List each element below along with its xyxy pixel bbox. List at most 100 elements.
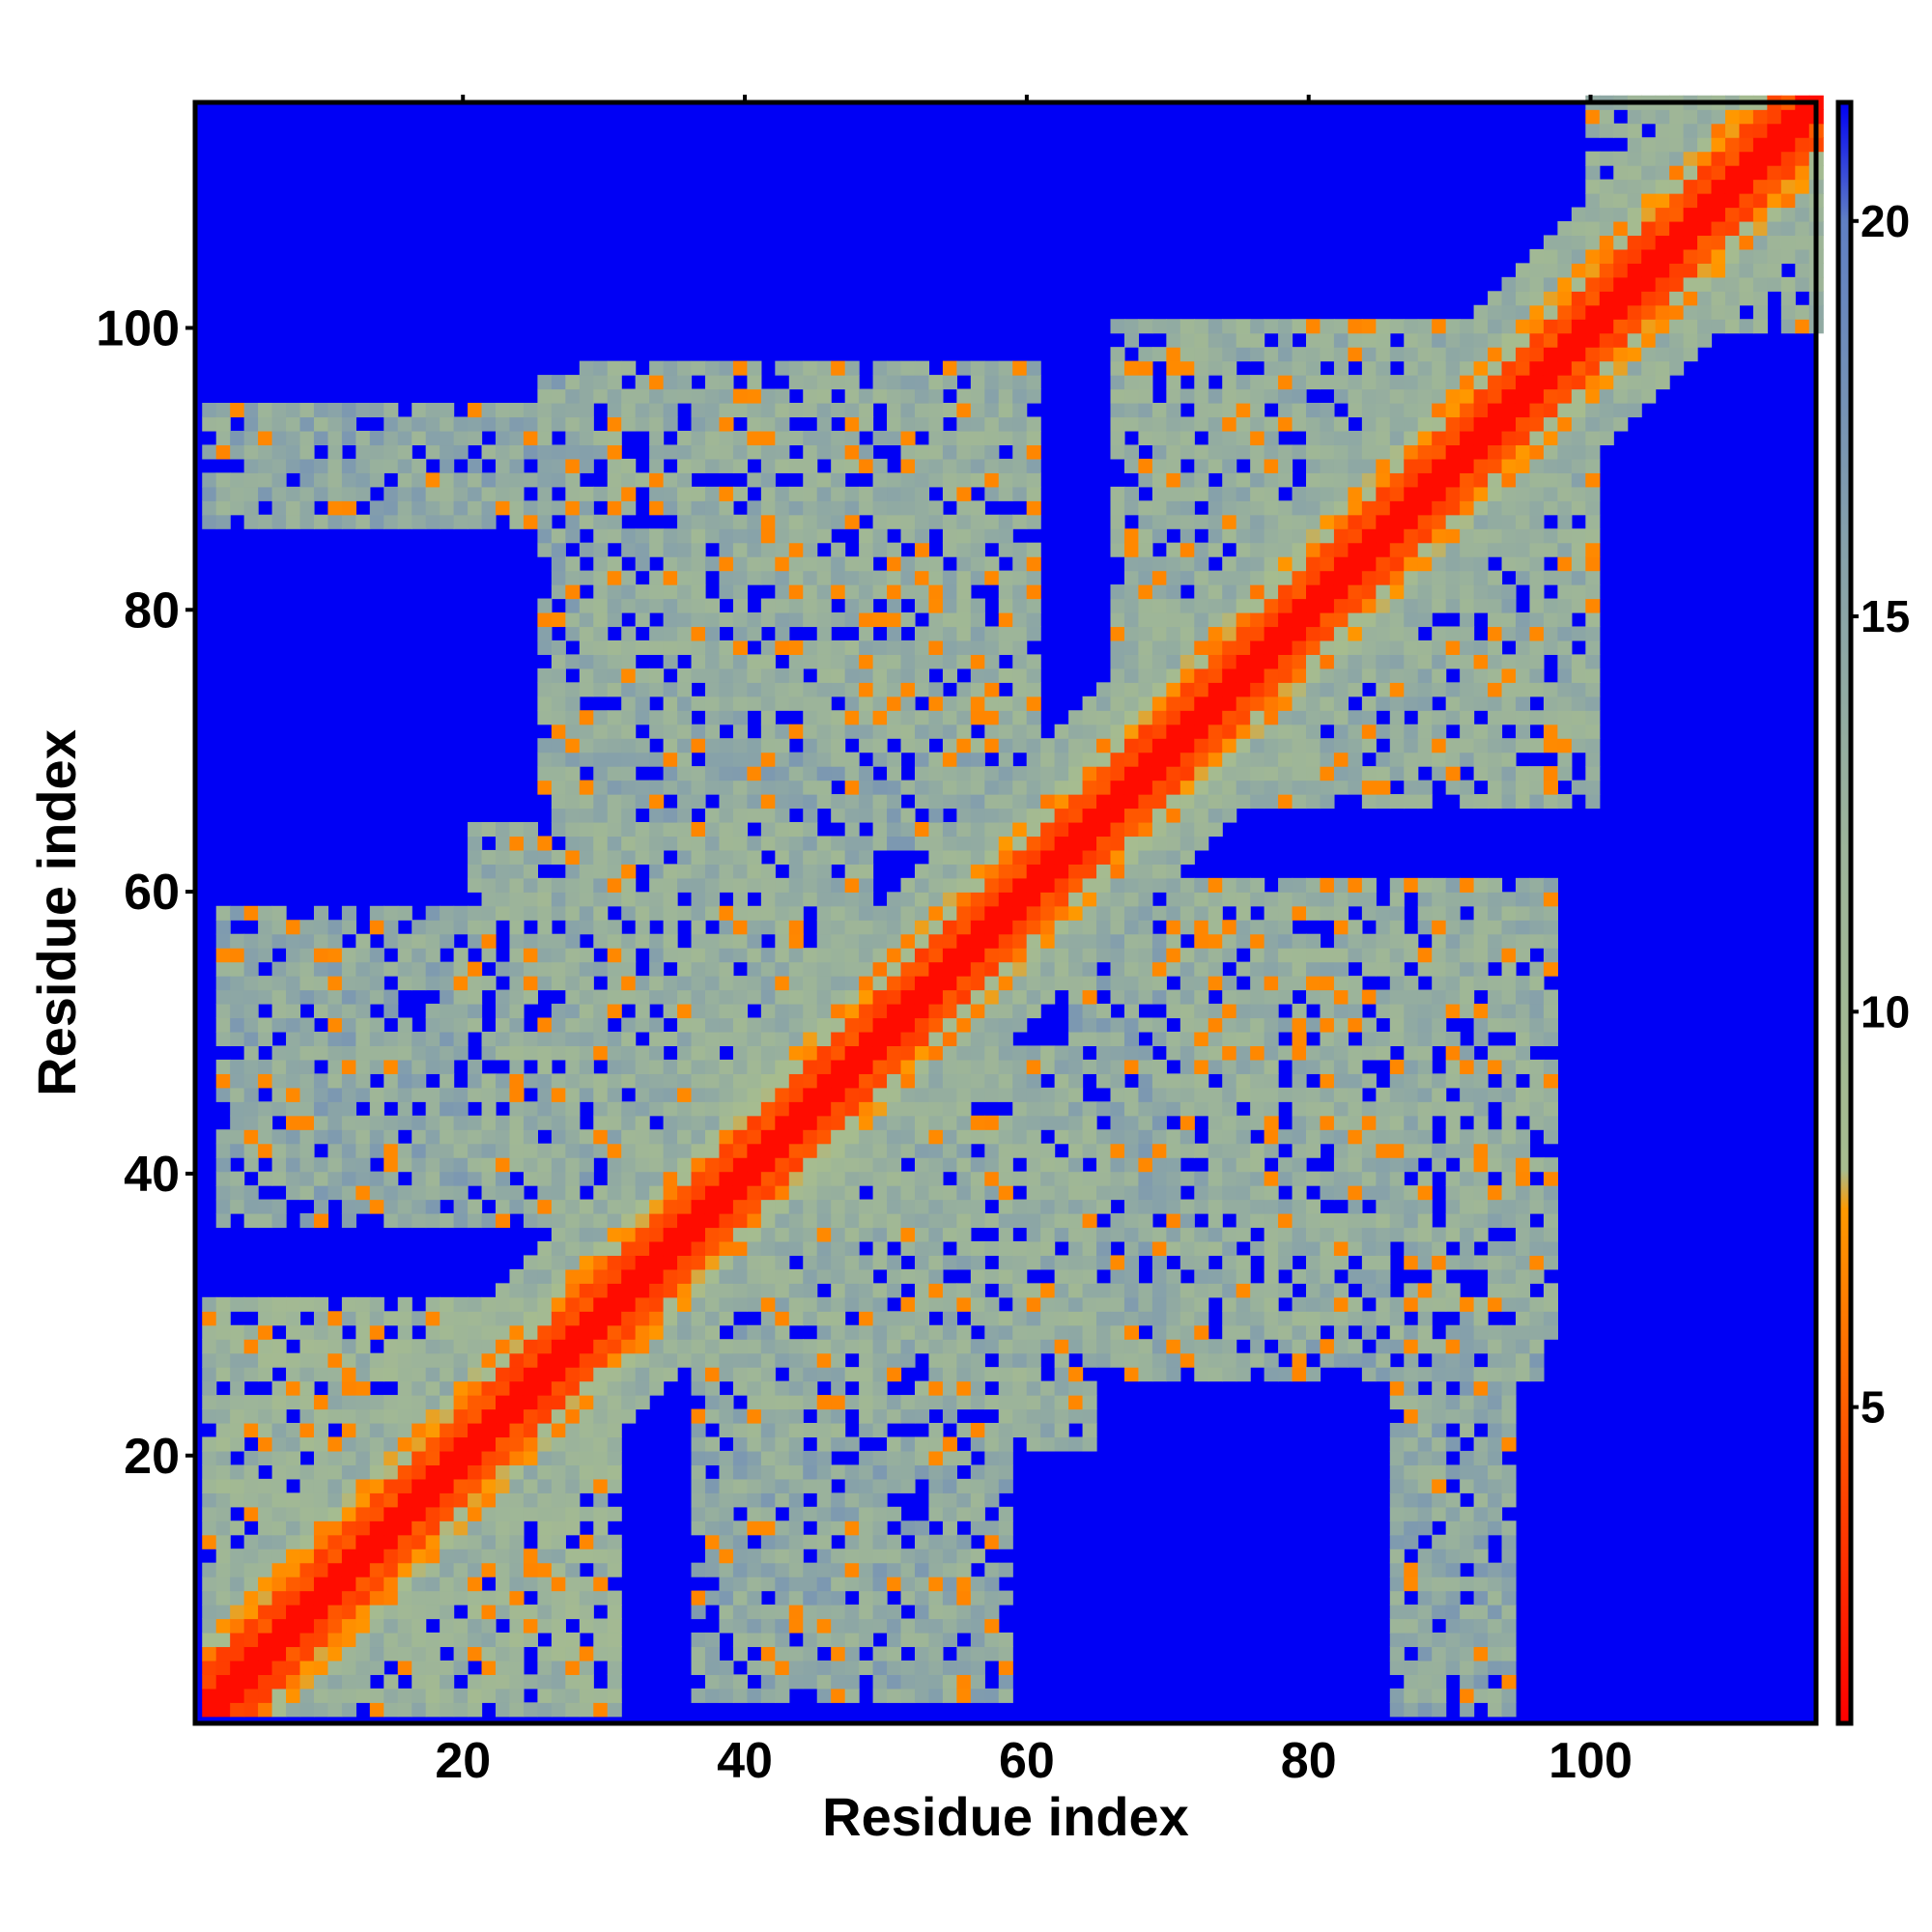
heatmap-cell <box>914 1380 930 1396</box>
heatmap-cell <box>593 1464 609 1480</box>
heatmap-cell <box>1110 766 1125 781</box>
heatmap-cell <box>816 668 832 683</box>
heatmap-cell <box>942 1059 957 1074</box>
heatmap-cell <box>928 514 944 529</box>
heatmap-cell <box>215 1492 231 1508</box>
heatmap-cell <box>663 920 678 935</box>
heatmap-cell <box>984 1605 1000 1620</box>
heatmap-cell <box>453 1562 469 1577</box>
heatmap-cell <box>215 1395 231 1410</box>
heatmap-cell <box>844 682 860 697</box>
heatmap-cell <box>942 1324 957 1340</box>
heatmap-cell <box>704 1632 721 1648</box>
heatmap-cell <box>872 738 888 753</box>
heatmap-cell <box>760 1255 776 1270</box>
heatmap-cell <box>1110 1339 1125 1354</box>
heatmap-cell <box>663 1129 678 1145</box>
heatmap-cell <box>453 1324 469 1340</box>
heatmap-cell <box>1026 1380 1041 1396</box>
heatmap-cell <box>942 1017 957 1033</box>
heatmap-cell <box>663 1143 678 1158</box>
heatmap-cell <box>215 1520 231 1536</box>
heatmap-cell <box>565 1268 581 1284</box>
heatmap-cell <box>914 1199 930 1214</box>
heatmap-cell <box>1026 1422 1041 1438</box>
heatmap-cell <box>579 1240 594 1257</box>
heatmap-cell <box>509 1646 525 1662</box>
heatmap-cell <box>663 1157 678 1173</box>
heatmap-cell <box>859 1367 874 1382</box>
heatmap-cell <box>551 444 566 460</box>
heatmap-cell <box>760 1171 776 1186</box>
heatmap-cell <box>816 1352 832 1368</box>
heatmap-cell <box>1179 1129 1195 1145</box>
heatmap-cell <box>453 1492 469 1508</box>
heatmap-cell <box>327 948 343 963</box>
heatmap-cell <box>872 1045 888 1061</box>
heatmap-cell <box>956 1199 972 1214</box>
heatmap-cell <box>299 989 315 1005</box>
heatmap-cell <box>286 1059 301 1074</box>
heatmap-cell <box>565 1380 581 1396</box>
heatmap-cell <box>355 1115 371 1130</box>
heatmap-cell <box>1012 1213 1028 1229</box>
heatmap-cell <box>970 1436 985 1452</box>
heatmap-cell <box>593 611 609 628</box>
heatmap-cell <box>384 1436 399 1452</box>
heatmap-cell <box>635 1101 650 1117</box>
heatmap-cell <box>831 430 846 446</box>
heatmap-cell <box>621 696 637 711</box>
heatmap-cell <box>719 1213 734 1229</box>
heatmap-cell <box>384 1311 399 1326</box>
heatmap-cell <box>677 738 693 753</box>
heatmap-cell <box>1082 1380 1097 1396</box>
heatmap-cell <box>271 1171 287 1186</box>
heatmap-cell <box>970 403 985 418</box>
heatmap-cell <box>914 1520 930 1536</box>
heatmap-cell <box>453 1577 469 1592</box>
heatmap-cell <box>313 416 329 432</box>
heatmap-cell <box>509 948 525 963</box>
heatmap-cell <box>384 1339 399 1354</box>
heatmap-cell <box>565 1632 581 1648</box>
heatmap-cell <box>1166 808 1181 823</box>
heatmap-cell <box>649 1059 665 1074</box>
heatmap-cell <box>1151 961 1167 977</box>
heatmap-cell <box>412 1674 427 1690</box>
heatmap-cell <box>928 682 944 697</box>
heatmap-cell <box>1068 1240 1084 1257</box>
heatmap-cell <box>551 1268 566 1284</box>
heatmap-cell <box>649 1283 665 1298</box>
heatmap-cell <box>635 598 650 613</box>
heatmap-cell <box>1026 430 1041 446</box>
heatmap-cell <box>579 626 594 641</box>
heatmap-cell <box>1110 738 1125 753</box>
heatmap-cell <box>1110 639 1125 655</box>
heatmap-cell <box>369 1577 384 1592</box>
heatmap-cell <box>732 1450 748 1465</box>
heatmap-cell <box>607 500 622 516</box>
heatmap-cell <box>230 948 245 963</box>
heatmap-cell <box>579 1478 594 1493</box>
heatmap-cell <box>984 1395 1000 1410</box>
heatmap-cell <box>677 570 693 585</box>
heatmap-cell <box>900 1031 916 1047</box>
heatmap-cell <box>635 611 650 628</box>
heatmap-cell <box>691 961 706 977</box>
heatmap-cell <box>747 1240 762 1257</box>
heatmap-cell <box>621 1339 637 1354</box>
heatmap-cell <box>928 1660 944 1675</box>
heatmap-cell <box>635 1004 650 1019</box>
heatmap-cell <box>914 1646 930 1662</box>
heatmap-cell <box>635 989 650 1005</box>
heatmap-cell <box>677 1031 693 1047</box>
heatmap-cell <box>775 1017 790 1033</box>
heatmap-cell <box>635 738 650 753</box>
heatmap-cell <box>635 836 650 851</box>
heatmap-cell <box>468 1073 483 1089</box>
heatmap-cell <box>523 948 539 963</box>
heatmap-cell <box>970 1185 985 1201</box>
heatmap-cell <box>1123 1240 1140 1257</box>
heatmap-cell <box>1110 877 1125 893</box>
heatmap-cell <box>1123 892 1140 907</box>
